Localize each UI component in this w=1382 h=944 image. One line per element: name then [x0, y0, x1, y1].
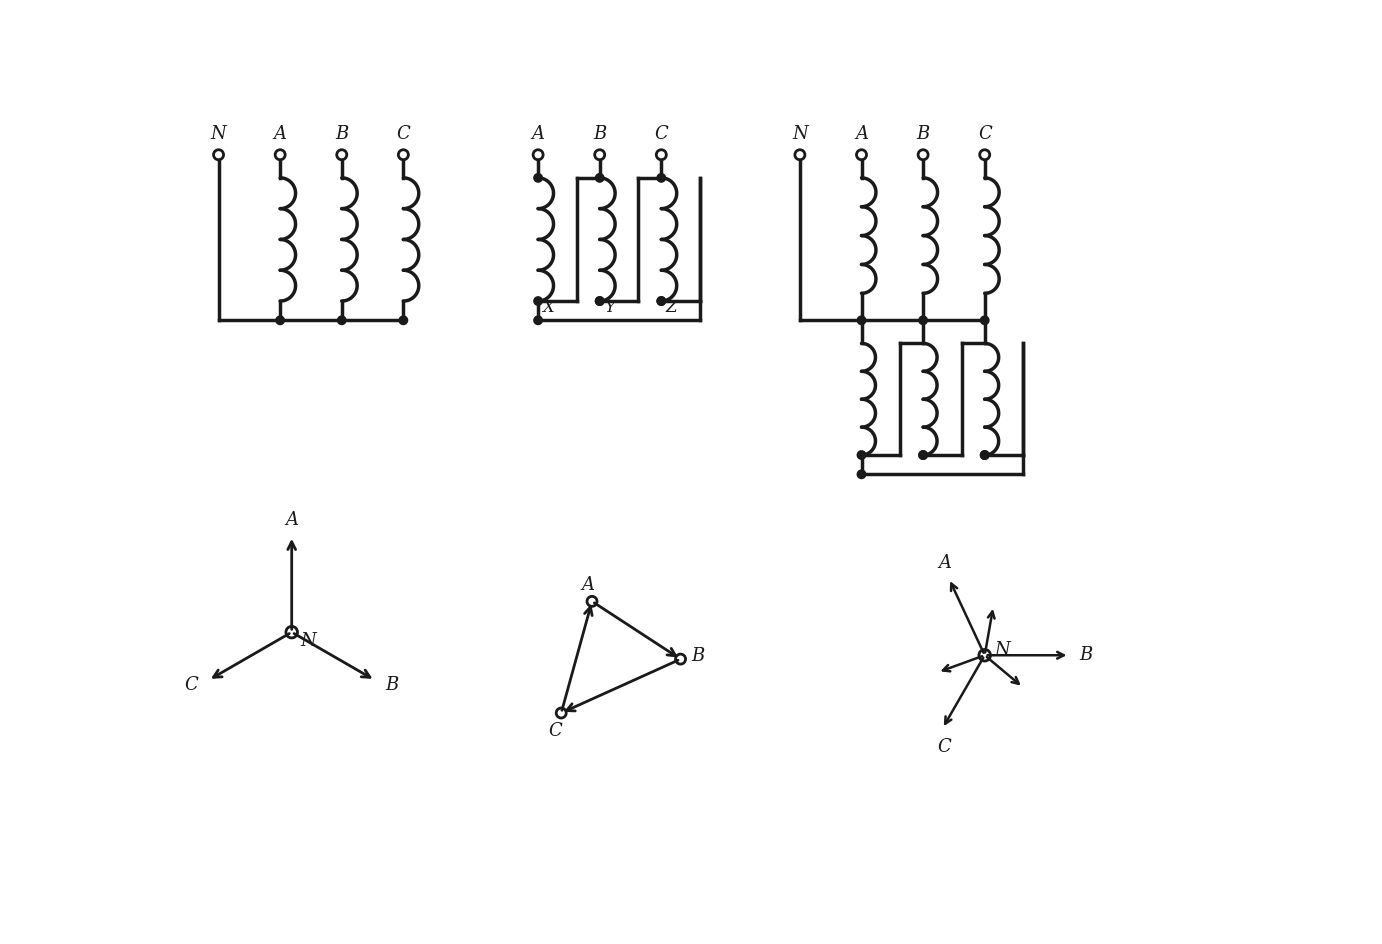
Text: C: C: [549, 721, 562, 739]
Circle shape: [980, 451, 990, 460]
Circle shape: [533, 297, 542, 306]
Circle shape: [919, 317, 927, 325]
Text: N: N: [301, 632, 316, 649]
Text: C: C: [978, 125, 991, 143]
Text: A: A: [582, 576, 594, 594]
Circle shape: [533, 317, 542, 325]
Text: B: B: [1079, 645, 1093, 663]
Circle shape: [656, 297, 666, 306]
Circle shape: [980, 317, 990, 325]
Text: B: B: [334, 125, 348, 143]
Text: Z: Z: [666, 298, 677, 315]
Text: B: B: [916, 125, 930, 143]
Text: X: X: [542, 298, 554, 315]
Text: N: N: [210, 125, 227, 143]
Text: C: C: [655, 125, 668, 143]
Circle shape: [919, 451, 927, 460]
Text: B: B: [593, 125, 607, 143]
Circle shape: [919, 451, 927, 460]
Circle shape: [596, 175, 604, 183]
Text: A: A: [285, 511, 299, 529]
Text: Y: Y: [604, 298, 615, 315]
Circle shape: [596, 297, 604, 306]
Text: A: A: [855, 125, 868, 143]
Text: C: C: [397, 125, 410, 143]
Circle shape: [857, 470, 865, 479]
Text: N: N: [792, 125, 808, 143]
Circle shape: [656, 175, 666, 183]
Text: B: B: [691, 647, 703, 665]
Circle shape: [656, 297, 666, 306]
Text: A: A: [938, 553, 952, 571]
Circle shape: [596, 297, 604, 306]
Text: C: C: [937, 736, 951, 755]
Text: A: A: [274, 125, 286, 143]
Circle shape: [533, 175, 542, 183]
Text: C: C: [185, 675, 198, 694]
Circle shape: [980, 451, 990, 460]
Circle shape: [857, 451, 865, 460]
Circle shape: [337, 317, 346, 325]
Text: A: A: [532, 125, 545, 143]
Circle shape: [857, 317, 865, 325]
Circle shape: [276, 317, 285, 325]
Circle shape: [399, 317, 408, 325]
Text: B: B: [386, 675, 398, 694]
Text: N: N: [995, 640, 1010, 658]
